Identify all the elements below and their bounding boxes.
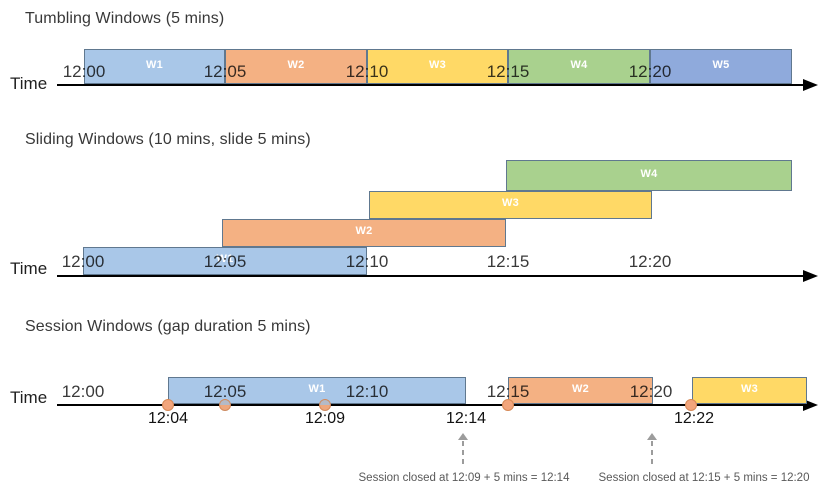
sliding-window-w3: W3 [369,191,652,219]
session-tick-1200: 12:00 [61,382,105,401]
sliding-window-w2: W2 [222,219,506,247]
tumbling-window-w1: W1 [84,49,225,84]
tumbling-tick-1200: 12:00 [62,62,106,81]
tumbling-tick-1220: 12:20 [628,62,672,81]
session-window-w1: W1 [168,377,466,404]
sliding-timeline [57,275,804,277]
session-tick-1220: 12:20 [629,382,673,401]
tumbling-timeline [57,84,804,86]
sliding-tick-1200: 12:00 [61,252,105,271]
session-event-label-1222: 12:22 [673,410,715,427]
session-event-label-1209: 12:09 [304,410,346,427]
session-window-w3: W3 [692,377,807,404]
tumbling-window-w5: W5 [650,49,792,84]
arrow-head-icon [458,433,468,440]
session-closed-annotation-1: Session closed at 12:09 + 5 mins = 12:14 [358,472,570,484]
arrow-dashed-stem [651,441,653,464]
tumbling-timeline-arrow-icon [803,79,818,91]
sliding-window-w4: W4 [506,160,792,191]
sliding-tick-1215: 12:15 [486,252,530,271]
sliding-time-axis-label: Time [10,259,48,278]
session-event-label-1214: 12:14 [445,410,487,427]
session-timeline [57,404,804,406]
session-closed-arrow-icon-1 [458,433,468,464]
tumbling-window-w2: W2 [225,49,367,84]
session-window-w2: W2 [508,377,653,404]
tumbling-window-w3: W3 [367,49,508,84]
sliding-tick-1220: 12:20 [628,252,672,271]
sliding-tick-1210: 12:10 [345,252,389,271]
sliding-tick-1205: 12:05 [203,252,247,271]
tumbling-tick-1215: 12:15 [486,62,530,81]
event-dot-1205 [219,399,231,411]
session-section-title: Session Windows (gap duration 5 mins) [25,318,311,335]
sliding-window-w1: W1 [83,247,367,275]
event-dot-1222 [685,399,697,411]
tumbling-time-axis-label: Time [10,74,48,93]
tumbling-tick-1210: 12:10 [345,62,389,81]
arrow-head-icon [647,433,657,440]
session-tick-1215: 12:15 [486,382,530,401]
tumbling-section-title: Tumbling Windows (5 mins) [25,10,225,27]
event-dot-1204 [162,399,174,411]
session-time-axis-label: Time [10,388,48,407]
session-event-label-1204: 12:04 [147,410,189,427]
sliding-section-title: Sliding Windows (10 mins, slide 5 mins) [25,131,311,148]
event-dot-1209 [319,399,331,411]
session-tick-1205: 12:05 [203,382,247,401]
session-closed-arrow-icon-2 [647,433,657,464]
arrow-dashed-stem [462,441,464,464]
tumbling-window-w4: W4 [508,49,650,84]
session-closed-annotation-2: Session closed at 12:15 + 5 mins = 12:20 [598,472,810,484]
event-dot-1215 [502,399,514,411]
tumbling-tick-1205: 12:05 [203,62,247,81]
sliding-timeline-arrow-icon [803,270,818,282]
session-tick-1210: 12:10 [345,382,389,401]
